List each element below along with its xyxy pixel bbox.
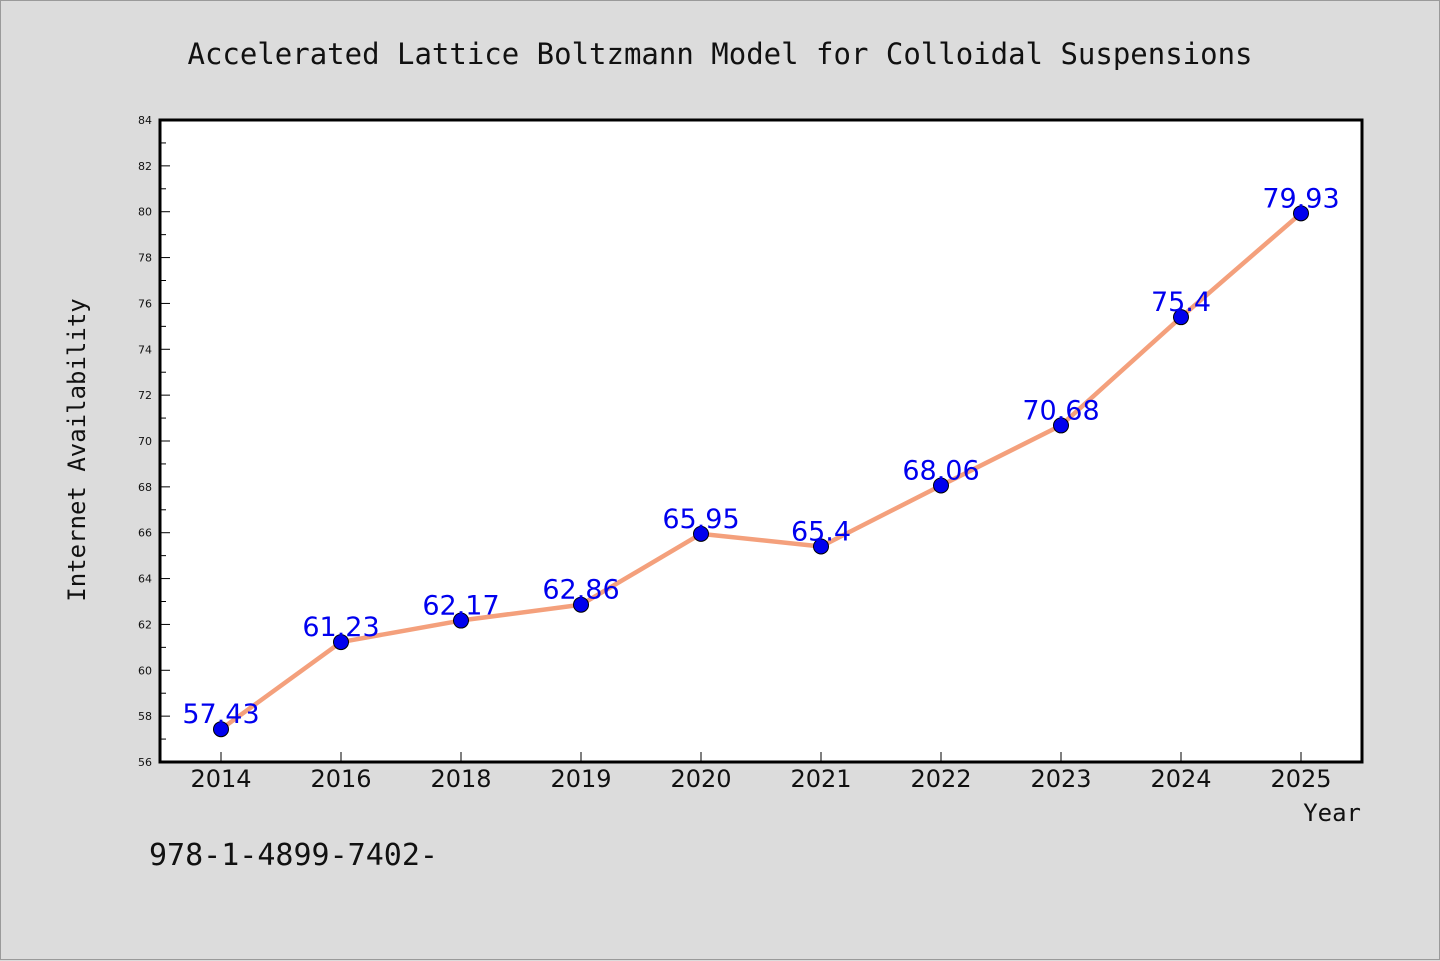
x-tick-label: 2018 bbox=[430, 765, 491, 793]
y-tick-label: 82 bbox=[138, 160, 152, 173]
data-point-marker bbox=[333, 634, 349, 651]
y-tick-label: 68 bbox=[138, 481, 152, 494]
y-axis: 56 58 60 62 64 66 68 70 72 74 76 78 80 82 84 bbox=[138, 114, 170, 769]
data-label: 79.93 bbox=[1262, 183, 1339, 214]
data-point-marker bbox=[693, 525, 709, 542]
y-tick-label: 84 bbox=[138, 114, 152, 127]
data-labels-group: 57.43 61.23 62.17 62.86 65.95 65.4 68.06 70.68 7… bbox=[182, 183, 1339, 730]
y-tick-label: 78 bbox=[138, 252, 152, 265]
data-point-marker bbox=[573, 596, 589, 613]
y-tick-label: 58 bbox=[138, 710, 152, 723]
x-tick-label: 2020 bbox=[670, 765, 731, 793]
data-point-marker bbox=[1293, 205, 1309, 222]
data-point-marker bbox=[453, 612, 469, 629]
data-label: 57.43 bbox=[182, 699, 259, 730]
data-point-marker bbox=[1053, 417, 1069, 434]
x-tick-label: 2019 bbox=[550, 765, 611, 793]
footer-isbn: 978-1-4899-7402- bbox=[149, 838, 438, 873]
data-label: 65.95 bbox=[662, 504, 739, 535]
data-point-marker bbox=[213, 721, 229, 738]
y-tick-label: 60 bbox=[138, 664, 152, 677]
x-tick-label: 2021 bbox=[790, 765, 851, 793]
y-tick-label: 74 bbox=[138, 343, 152, 356]
data-point-marker bbox=[1173, 309, 1189, 326]
data-label: 75.4 bbox=[1151, 287, 1211, 318]
y-tick-label: 80 bbox=[138, 206, 152, 219]
series-group bbox=[213, 205, 1309, 738]
y-tick-label: 56 bbox=[138, 756, 152, 769]
data-label: 61.23 bbox=[302, 612, 379, 643]
y-tick-label: 62 bbox=[138, 618, 152, 631]
y-tick-label: 76 bbox=[138, 297, 152, 310]
x-axis-label: Year bbox=[1303, 799, 1361, 827]
y-tick-label: 70 bbox=[138, 435, 152, 448]
data-point-marker bbox=[813, 538, 829, 555]
data-label: 62.86 bbox=[542, 575, 619, 606]
x-tick-label: 2014 bbox=[190, 765, 251, 793]
x-tick-label: 2016 bbox=[310, 765, 371, 793]
x-tick-label: 2024 bbox=[1150, 765, 1211, 793]
data-label: 62.17 bbox=[422, 591, 499, 622]
x-tick-label: 2022 bbox=[910, 765, 971, 793]
y-tick-label: 72 bbox=[138, 389, 152, 402]
chart-title: Accelerated Lattice Boltzmann Model for … bbox=[187, 37, 1252, 71]
y-tick-label: 64 bbox=[138, 573, 152, 586]
x-axis: 2014 2016 2018 2019 2020 2021 2022 2023 2024 2025 bbox=[190, 752, 1332, 793]
series-line bbox=[218, 211, 1304, 732]
x-tick-label: 2025 bbox=[1270, 765, 1331, 793]
data-label: 68.06 bbox=[902, 455, 979, 486]
y-axis-label: Internet Availability bbox=[63, 298, 91, 601]
x-tick-label: 2023 bbox=[1030, 765, 1091, 793]
data-label: 70.68 bbox=[1022, 395, 1099, 426]
plot-area bbox=[158, 118, 1364, 764]
data-point-marker bbox=[933, 477, 949, 494]
data-label: 65.4 bbox=[791, 516, 851, 547]
y-tick-label: 66 bbox=[138, 527, 152, 540]
